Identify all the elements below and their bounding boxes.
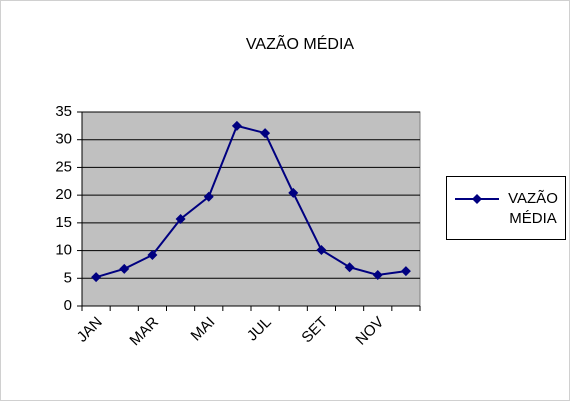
data-marker	[260, 128, 271, 139]
x-tick-label: MAI	[188, 314, 219, 345]
x-tick-label: JAN	[74, 314, 106, 346]
data-marker	[372, 269, 383, 280]
data-marker	[344, 262, 355, 273]
data-marker	[316, 245, 327, 256]
data-marker	[231, 120, 242, 131]
chart-title: VAZÃO MÉDIA	[246, 33, 354, 53]
y-tick-label: 15	[55, 214, 72, 231]
legend-symbol	[455, 194, 499, 204]
y-tick-label: 25	[55, 158, 72, 175]
y-tick-label: 10	[55, 242, 72, 259]
data-marker	[400, 266, 411, 277]
data-marker	[175, 213, 186, 224]
legend-label: VAZÃO MÉDIA	[508, 190, 558, 227]
y-tick-label: 0	[64, 297, 72, 314]
x-tick-label: SET	[298, 314, 331, 347]
data-line	[95, 124, 407, 279]
data-marker	[91, 272, 102, 283]
x-tick-label: NOV	[352, 314, 387, 349]
y-tick-label: 35	[55, 103, 72, 120]
y-tick-label: 30	[55, 131, 72, 148]
data-marker	[288, 187, 299, 198]
legend-marker	[472, 194, 482, 204]
x-tick-label: MAR	[126, 314, 162, 350]
y-tick-label: 5	[64, 269, 72, 286]
legend: VAZÃO MÉDIA	[446, 176, 566, 240]
data-marker	[203, 191, 214, 202]
y-tick-label: 20	[55, 186, 72, 203]
data-marker	[119, 263, 130, 274]
data-marker	[147, 250, 158, 261]
plot-area	[81, 111, 421, 307]
x-tick-label: JUL	[244, 314, 275, 345]
